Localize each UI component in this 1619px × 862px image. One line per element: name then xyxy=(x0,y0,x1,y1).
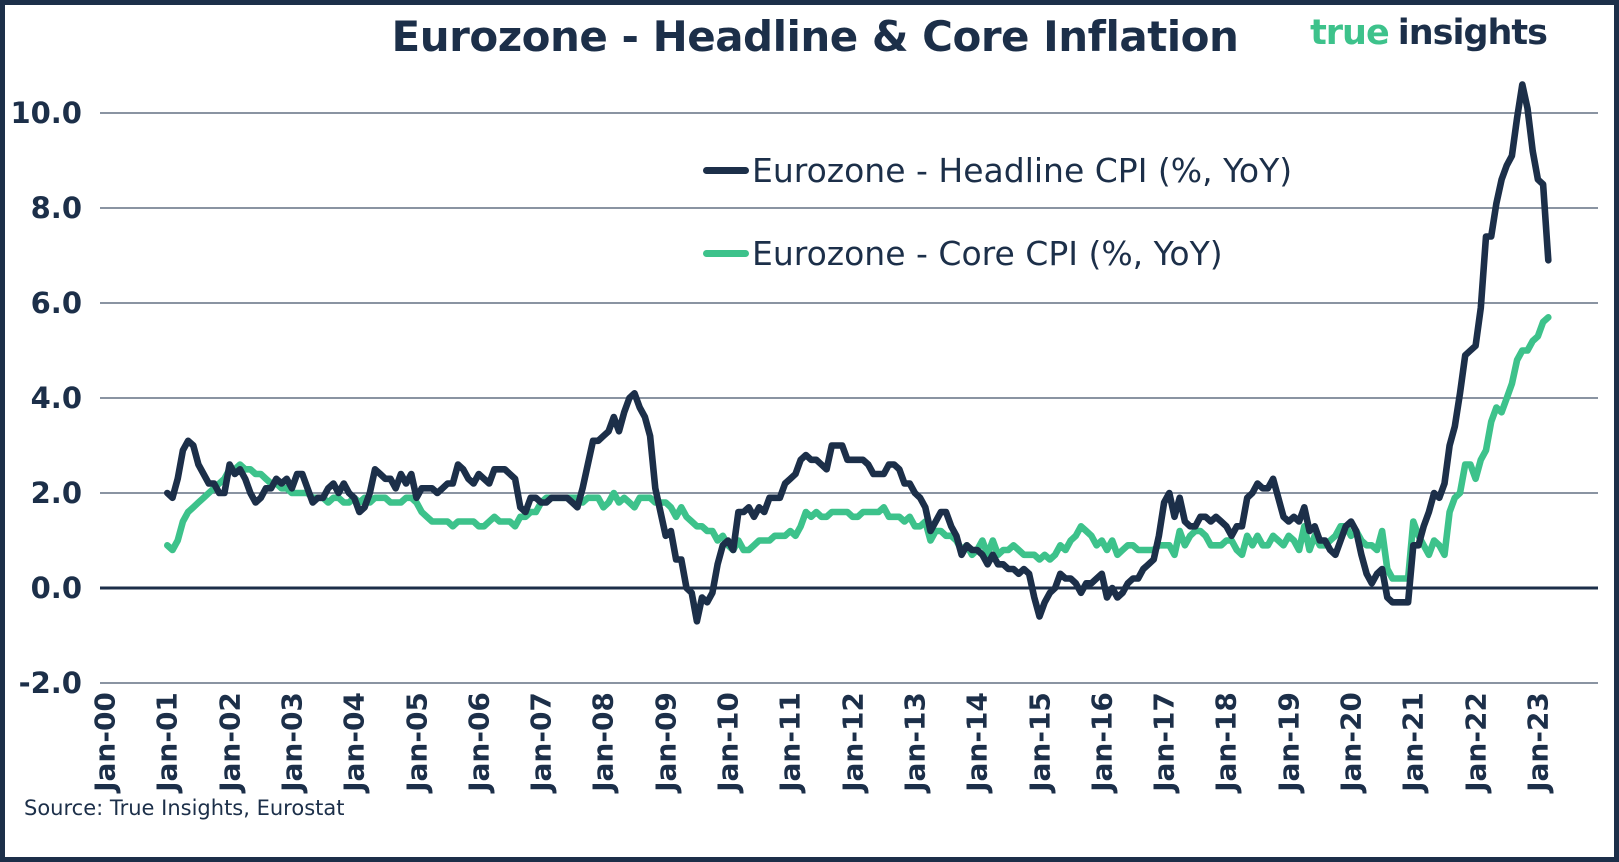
x-tick-label: Jan-21 xyxy=(1396,692,1430,792)
x-tick-label: Jan-01 xyxy=(150,692,184,792)
x-tick-label: Jan-06 xyxy=(462,692,496,792)
x-tick-label: Jan-07 xyxy=(524,692,558,792)
legend-label-headline: Eurozone - Headline CPI (%, YoY) xyxy=(752,150,1293,190)
source-note: Source: True Insights, Eurostat xyxy=(24,796,345,820)
x-tick-label: Jan-18 xyxy=(1209,692,1243,792)
y-tick-label: 8.0 xyxy=(30,191,82,225)
chart-legend: Eurozone - Headline CPI (%, YoY) Eurozon… xyxy=(703,149,1292,274)
x-tick-label: Jan-13 xyxy=(898,692,932,792)
y-tick-label: 6.0 xyxy=(30,286,82,320)
legend-label-core: Eurozone - Core CPI (%, YoY) xyxy=(752,233,1223,273)
x-tick-label: Jan-11 xyxy=(773,692,807,792)
series-line-headline xyxy=(164,81,1552,625)
x-tick-label: Jan-23 xyxy=(1521,692,1555,792)
y-tick-label: 10.0 xyxy=(10,96,82,130)
x-tick-label: Jan-02 xyxy=(213,692,247,792)
chart-title: Eurozone - Headline & Core Inflation xyxy=(391,12,1239,61)
x-tick-label: Jan-00 xyxy=(88,692,122,792)
x-tick-label: Jan-20 xyxy=(1334,692,1368,792)
brand-word-true: true xyxy=(1310,13,1390,53)
x-tick-label: Jan-16 xyxy=(1085,692,1119,792)
x-tick-label: Jan-19 xyxy=(1272,692,1306,792)
x-tick-label: Jan-05 xyxy=(400,692,433,792)
x-tick-label: Jan-04 xyxy=(337,692,371,792)
x-tick-label: Jan-08 xyxy=(586,692,620,792)
y-tick-label: -2.0 xyxy=(18,666,82,700)
x-tick-label: Jan-10 xyxy=(711,692,745,792)
y-tick-label: 2.0 xyxy=(30,476,82,510)
x-tick-label: Jan-03 xyxy=(275,692,309,792)
y-tick-label: 4.0 xyxy=(30,381,82,415)
legend-item-core: Eurozone - Core CPI (%, YoY) xyxy=(703,232,1292,274)
x-tick-label: Jan-12 xyxy=(836,692,870,792)
legend-item-headline: Eurozone - Headline CPI (%, YoY) xyxy=(703,149,1292,191)
headline-line-swatch-icon xyxy=(703,166,749,174)
core-line-swatch-icon xyxy=(703,249,749,257)
x-tick-label: Jan-14 xyxy=(960,692,994,792)
x-tick-label: Jan-15 xyxy=(1023,692,1056,792)
x-tick-label: Jan-22 xyxy=(1459,692,1493,792)
y-tick-label: 0.0 xyxy=(30,571,82,605)
brand-logo: true insights xyxy=(1310,13,1548,53)
x-tick-label: Jan-17 xyxy=(1147,692,1181,792)
x-tick-label: Jan-09 xyxy=(649,692,683,792)
brand-word-insights: insights xyxy=(1397,13,1548,53)
